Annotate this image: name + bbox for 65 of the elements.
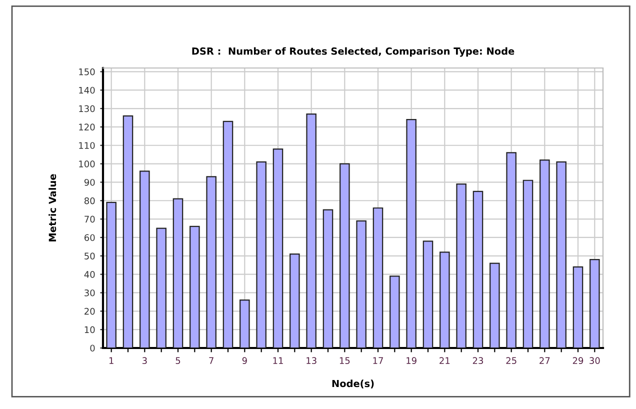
bar — [272, 148, 284, 348]
bar — [456, 184, 466, 348]
x-tick-label: 13 — [306, 357, 316, 364]
bar — [522, 180, 534, 348]
bar — [340, 163, 350, 348]
bar — [322, 209, 334, 348]
bar — [406, 119, 416, 348]
bar — [156, 228, 166, 348]
y-tick-label: 140 — [79, 86, 95, 94]
bar — [506, 152, 516, 348]
y-tick-label: 80 — [84, 197, 95, 204]
bar — [122, 115, 134, 348]
x-axis-title: Node(s) — [332, 380, 374, 388]
bar — [472, 190, 484, 348]
bar — [140, 170, 150, 348]
y-tick-label: 90 — [84, 178, 95, 186]
bar — [106, 202, 116, 348]
bar — [190, 226, 200, 348]
y-tick-label: 70 — [84, 216, 95, 223]
y-tick-label: 20 — [84, 308, 95, 315]
bar — [590, 259, 600, 348]
y-tick-label: 100 — [79, 160, 95, 168]
bar — [540, 160, 550, 348]
bar — [556, 161, 566, 348]
bar — [306, 114, 316, 348]
x-tick-label: 19 — [406, 357, 416, 364]
x-tick-label: 7 — [209, 357, 214, 364]
x-tick-label: 29 — [572, 357, 584, 364]
bar — [206, 176, 216, 348]
bar — [356, 220, 366, 348]
bar — [172, 198, 184, 348]
bar — [240, 300, 250, 348]
x-tick-label: 1 — [109, 357, 114, 364]
x-tick-label: 25 — [506, 357, 516, 364]
y-tick-label: 150 — [79, 68, 95, 76]
x-tick-label: 17 — [373, 357, 383, 364]
bar — [222, 120, 234, 348]
y-tick-label: 50 — [84, 252, 95, 260]
y-tick-label: 40 — [84, 271, 95, 278]
x-tick-label: 11 — [273, 357, 283, 364]
y-tick-label: 110 — [79, 142, 95, 149]
bar — [422, 240, 434, 348]
y-tick-label: 10 — [84, 326, 95, 334]
bar — [256, 161, 266, 348]
x-tick-label: 15 — [340, 357, 350, 364]
x-tick-label: 23 — [472, 357, 484, 364]
x-tick-label: 9 — [242, 357, 247, 364]
bar — [490, 262, 500, 348]
y-tick-label: 60 — [84, 234, 95, 242]
y-tick-label: 30 — [84, 289, 95, 296]
chart-title: DSR : Number of Routes Selected, Comparison Type: Node — [192, 47, 514, 57]
x-tick-label: 30 — [590, 357, 600, 364]
bar — [390, 276, 400, 348]
bar — [440, 252, 450, 348]
x-tick-label: 3 — [142, 357, 147, 364]
y-tick-label: 0 — [90, 344, 95, 352]
x-tick-label: 21 — [440, 357, 450, 364]
bar — [572, 266, 584, 348]
x-tick-label: 5 — [176, 357, 180, 364]
y-axis-title: Metric Value — [48, 174, 56, 242]
x-tick-label: 27 — [540, 357, 550, 364]
y-tick-label: 130 — [79, 105, 95, 112]
y-tick-label: 120 — [79, 124, 95, 131]
bar — [372, 207, 384, 348]
bar — [290, 254, 300, 348]
